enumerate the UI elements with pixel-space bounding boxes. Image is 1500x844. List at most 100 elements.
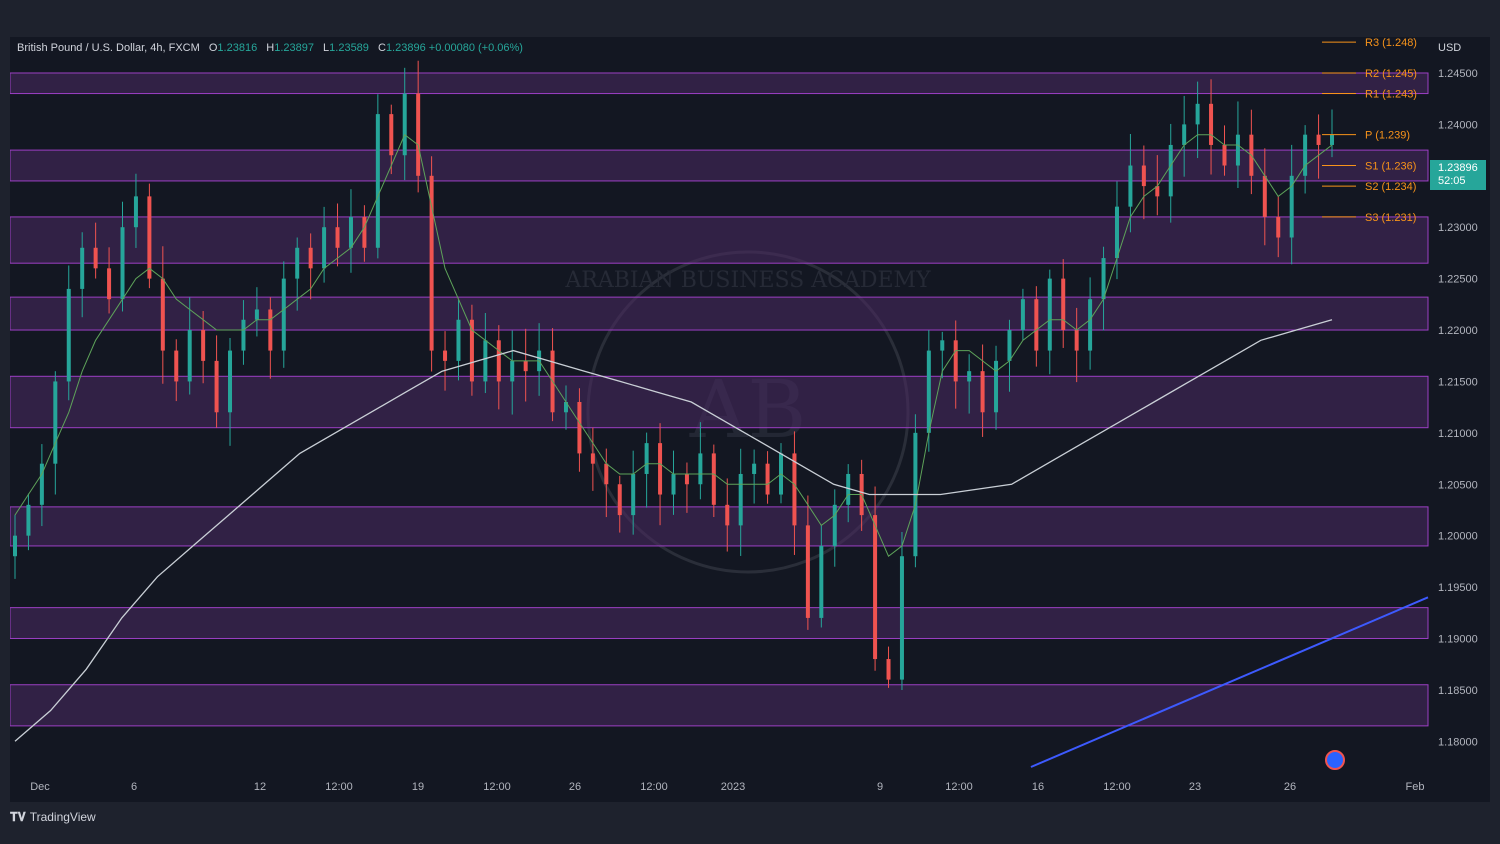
candle-body <box>1074 330 1079 351</box>
low-label: L <box>323 42 330 54</box>
candle-body <box>120 227 125 300</box>
candle-body <box>698 453 703 485</box>
candle-body <box>873 515 878 660</box>
symbol-legend: British Pound / U.S. Dollar, 4h, FXCM O1… <box>17 42 523 54</box>
pivot-label: S3 (1.231) <box>1365 212 1416 224</box>
x-tick-label: Feb <box>1406 781 1425 793</box>
candle-body <box>375 114 380 248</box>
y-tick-label: 1.23000 <box>1438 222 1478 234</box>
candle-body <box>1061 278 1066 331</box>
candle-body <box>429 175 434 351</box>
pivot-label: R1 (1.243) <box>1365 89 1417 101</box>
candle-body <box>160 278 165 351</box>
candle-body <box>389 114 394 156</box>
tradingview-logo[interactable]: 𝐓𝐕 TradingView <box>10 810 96 825</box>
candle-body <box>402 93 407 156</box>
moving-average-fast <box>14 133 1333 557</box>
candle-body <box>335 227 340 248</box>
y-tick-label: 1.18000 <box>1438 736 1478 748</box>
candle-body <box>308 247 313 269</box>
close-value: 1.23896 <box>385 42 426 54</box>
candle-body <box>1101 258 1106 300</box>
candle-body <box>510 360 515 382</box>
candle-body <box>1289 175 1294 238</box>
candle-body <box>1047 278 1052 351</box>
flag-icon <box>1325 750 1345 770</box>
sr-zone-6 <box>10 607 1429 639</box>
candle-body <box>953 340 958 382</box>
candle-body <box>322 227 327 269</box>
candle-body <box>577 402 582 454</box>
currency-label[interactable]: USD <box>1438 42 1462 54</box>
x-tick-label: 6 <box>131 781 137 793</box>
candle-body <box>1209 103 1214 145</box>
candle-body <box>980 371 985 413</box>
candle-body <box>1303 134 1308 176</box>
candle-body <box>832 504 837 546</box>
candle-body <box>563 402 568 413</box>
candle-body <box>631 473 636 516</box>
watermark-text: ARABIAN BUSINESS ACADEMY <box>564 268 931 293</box>
high-value: 1.23897 <box>274 42 314 54</box>
candle-body <box>1088 299 1093 351</box>
candle-body <box>1034 299 1039 351</box>
x-tick-label: 12:00 <box>1103 781 1131 793</box>
candle-body <box>819 545 824 618</box>
y-tick-label: 1.24500 <box>1438 68 1478 80</box>
candle-body <box>1168 144 1173 197</box>
tradingview-icon: 𝐓𝐕 <box>10 810 26 824</box>
candle-body <box>13 535 17 557</box>
candle-body <box>1276 216 1281 238</box>
candle-body <box>644 443 649 474</box>
candle-body <box>268 309 273 351</box>
candle-body <box>1182 124 1187 145</box>
y-tick-label: 1.19000 <box>1438 633 1478 645</box>
y-tick-label: 1.21500 <box>1438 376 1478 388</box>
close-label: C <box>377 42 386 54</box>
open-value: 1.23816 <box>217 42 258 54</box>
candle-body <box>469 319 474 382</box>
candle-body <box>658 443 663 495</box>
candle-body <box>281 278 286 351</box>
candle-body <box>39 463 44 505</box>
open-label: O <box>208 42 218 54</box>
candle-body <box>1155 186 1160 197</box>
candle-body <box>738 473 743 526</box>
bar-countdown: 52:05 <box>1438 175 1466 187</box>
sr-zone-5 <box>10 506 1429 547</box>
candle-body <box>765 463 770 495</box>
candle-body <box>684 473 689 485</box>
x-tick-label: Dec <box>30 781 50 793</box>
y-tick-label: 1.19500 <box>1438 582 1478 594</box>
pivot-label: S2 (1.234) <box>1365 181 1416 193</box>
candle-body <box>456 319 461 361</box>
x-tick-label: 26 <box>569 781 581 793</box>
y-tick-label: 1.18500 <box>1438 685 1478 697</box>
candle-body <box>362 216 367 248</box>
pivot-label: S1 (1.236) <box>1365 161 1416 173</box>
x-tick-label: 9 <box>877 781 883 793</box>
candle-body <box>1330 134 1334 145</box>
candle-body <box>926 350 931 433</box>
change-value: +0.00080 (+0.06%) <box>428 42 523 54</box>
candle-body <box>228 350 233 413</box>
candle-body <box>348 216 353 248</box>
low-value: 1.23589 <box>329 42 369 54</box>
candle-body <box>1195 103 1200 125</box>
candle-body <box>940 340 945 351</box>
y-tick-label: 1.20000 <box>1438 531 1478 543</box>
x-tick-label: 16 <box>1032 781 1044 793</box>
candle-body <box>107 268 112 300</box>
candle-body <box>671 473 676 495</box>
candle-body <box>994 360 999 413</box>
candle-body <box>483 340 488 382</box>
candle-body <box>496 340 501 382</box>
x-tick-label: 12:00 <box>640 781 668 793</box>
candle-body <box>295 247 300 279</box>
candle-body <box>604 463 609 485</box>
candle-body <box>792 453 797 526</box>
candle-body <box>416 93 421 176</box>
candle-body <box>899 556 904 680</box>
